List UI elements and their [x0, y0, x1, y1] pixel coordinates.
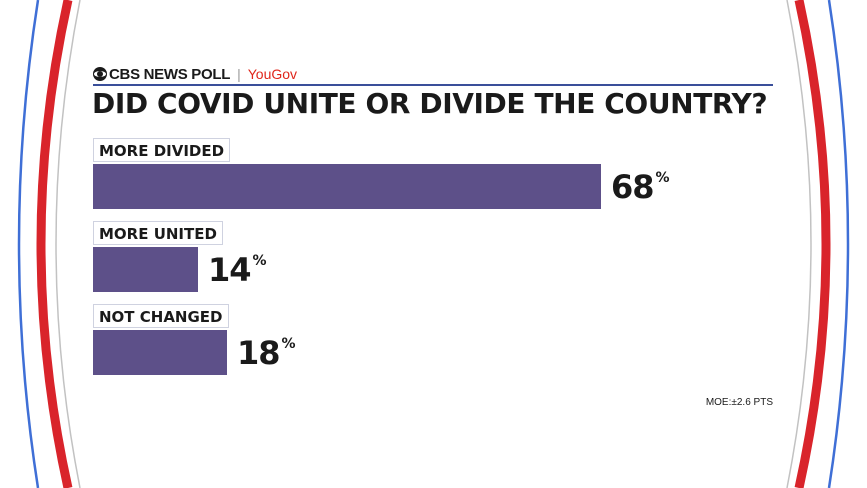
ring-red-right — [794, 0, 831, 488]
bar-not-changed — [93, 330, 227, 375]
bar-more-united — [93, 247, 198, 292]
category-label-more-united: MORE UNITED — [93, 221, 223, 245]
header-rule — [93, 84, 773, 86]
ring-grey-left — [55, 0, 81, 488]
ring-red-left — [36, 0, 73, 488]
value-label-not-changed: 18% — [237, 330, 296, 375]
margin-of-error: MOE:±2.6 PTS — [705, 397, 773, 408]
cbs-eye-icon — [93, 67, 107, 81]
value-number: 68 — [611, 167, 655, 206]
value-label-more-united: 14% — [208, 247, 267, 292]
percent-sign: % — [655, 170, 670, 186]
brand-name: CBS NEWS POLL — [109, 65, 231, 83]
category-label-more-divided: MORE DIVIDED — [93, 138, 231, 162]
brand-separator: | — [237, 66, 241, 82]
percent-sign: % — [252, 253, 267, 269]
chart-title: DID COVID UNITE OR DIVIDE THE COUNTRY? — [92, 87, 768, 120]
brand-partner: YouGov — [247, 66, 298, 82]
category-label-not-changed: NOT CHANGED — [93, 304, 229, 328]
value-label-more-divided: 68% — [611, 164, 670, 209]
bar-more-divided — [93, 164, 601, 209]
ring-blue-right — [827, 0, 850, 488]
value-number: 18 — [237, 333, 281, 372]
brand-header: CBS NEWS POLL | YouGov — [93, 65, 297, 83]
percent-sign: % — [281, 336, 296, 352]
value-number: 14 — [208, 250, 252, 289]
ring-blue-left — [17, 0, 40, 488]
ring-grey-right — [786, 0, 812, 488]
